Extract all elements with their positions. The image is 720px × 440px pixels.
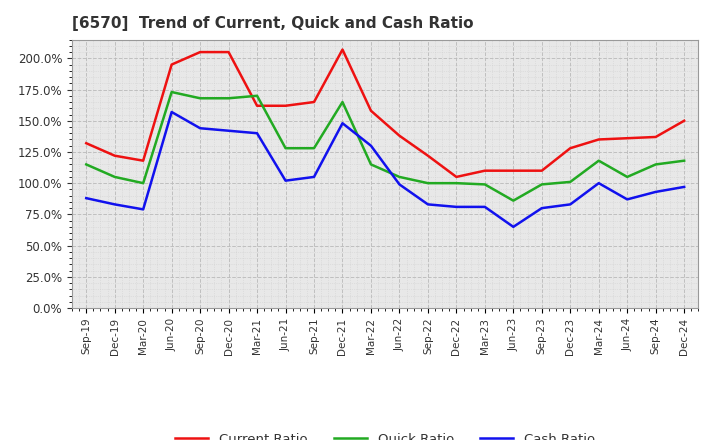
Cash Ratio	[595, 180, 603, 186]
Current Ratio	[395, 133, 404, 138]
Line: Current Ratio: Current Ratio	[86, 50, 684, 177]
Cash Ratio	[395, 182, 404, 187]
Quick Ratio	[652, 162, 660, 167]
Cash Ratio	[110, 202, 119, 207]
Cash Ratio	[82, 195, 91, 201]
Quick Ratio	[623, 174, 631, 180]
Quick Ratio	[282, 146, 290, 151]
Cash Ratio	[196, 125, 204, 131]
Quick Ratio	[82, 162, 91, 167]
Cash Ratio	[282, 178, 290, 183]
Text: [6570]  Trend of Current, Quick and Cash Ratio: [6570] Trend of Current, Quick and Cash …	[72, 16, 474, 32]
Quick Ratio	[395, 174, 404, 180]
Cash Ratio	[423, 202, 432, 207]
Quick Ratio	[110, 174, 119, 180]
Current Ratio	[566, 146, 575, 151]
Current Ratio	[680, 118, 688, 123]
Current Ratio	[652, 134, 660, 139]
Legend: Current Ratio, Quick Ratio, Cash Ratio: Current Ratio, Quick Ratio, Cash Ratio	[170, 427, 600, 440]
Quick Ratio	[509, 198, 518, 203]
Current Ratio	[110, 153, 119, 158]
Quick Ratio	[366, 162, 375, 167]
Quick Ratio	[167, 89, 176, 95]
Quick Ratio	[196, 95, 204, 101]
Quick Ratio	[595, 158, 603, 163]
Quick Ratio	[680, 158, 688, 163]
Cash Ratio	[139, 207, 148, 212]
Cash Ratio	[566, 202, 575, 207]
Cash Ratio	[225, 128, 233, 133]
Cash Ratio	[452, 204, 461, 209]
Quick Ratio	[139, 180, 148, 186]
Current Ratio	[595, 137, 603, 142]
Current Ratio	[452, 174, 461, 180]
Current Ratio	[480, 168, 489, 173]
Cash Ratio	[652, 189, 660, 194]
Cash Ratio	[338, 121, 347, 126]
Quick Ratio	[310, 146, 318, 151]
Cash Ratio	[310, 174, 318, 180]
Current Ratio	[623, 136, 631, 141]
Current Ratio	[139, 158, 148, 163]
Current Ratio	[167, 62, 176, 67]
Quick Ratio	[225, 95, 233, 101]
Quick Ratio	[537, 182, 546, 187]
Quick Ratio	[480, 182, 489, 187]
Cash Ratio	[623, 197, 631, 202]
Quick Ratio	[452, 180, 461, 186]
Cash Ratio	[253, 131, 261, 136]
Cash Ratio	[537, 205, 546, 211]
Current Ratio	[196, 49, 204, 55]
Cash Ratio	[167, 110, 176, 115]
Current Ratio	[537, 168, 546, 173]
Current Ratio	[225, 49, 233, 55]
Current Ratio	[282, 103, 290, 108]
Quick Ratio	[253, 93, 261, 99]
Line: Quick Ratio: Quick Ratio	[86, 92, 684, 201]
Cash Ratio	[480, 204, 489, 209]
Current Ratio	[310, 99, 318, 105]
Current Ratio	[423, 153, 432, 158]
Current Ratio	[338, 47, 347, 52]
Cash Ratio	[366, 143, 375, 148]
Current Ratio	[366, 108, 375, 114]
Quick Ratio	[338, 99, 347, 105]
Cash Ratio	[509, 224, 518, 230]
Cash Ratio	[680, 184, 688, 190]
Line: Cash Ratio: Cash Ratio	[86, 112, 684, 227]
Current Ratio	[509, 168, 518, 173]
Current Ratio	[253, 103, 261, 108]
Quick Ratio	[566, 179, 575, 184]
Current Ratio	[82, 140, 91, 146]
Quick Ratio	[423, 180, 432, 186]
